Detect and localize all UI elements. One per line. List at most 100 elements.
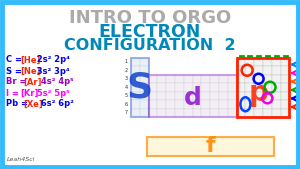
Text: Pb =: Pb = [6,100,31,108]
Bar [245,100,254,108]
Bar [175,83,184,91]
Bar [272,66,280,75]
Bar [201,75,210,83]
Text: 5s² 5p⁵: 5s² 5p⁵ [34,89,70,98]
Bar [158,108,166,117]
Bar [219,83,228,91]
Bar [272,57,280,66]
Bar [175,108,184,117]
Bar [245,75,254,83]
Bar [140,108,148,117]
Bar [263,75,272,83]
Bar [140,91,148,100]
Text: 3: 3 [124,76,128,81]
Text: [Ar]: [Ar] [23,78,42,87]
Text: 6: 6 [124,102,128,107]
Bar [210,91,219,100]
Bar [166,91,175,100]
Bar [263,57,272,66]
Bar [280,91,290,100]
Bar [263,91,272,100]
Bar [147,137,274,156]
Text: Leah4Sci: Leah4Sci [7,157,35,162]
Text: [Xe]: [Xe] [23,100,43,108]
Bar [210,83,219,91]
Bar [140,57,148,66]
Bar [201,83,210,91]
Bar [237,57,245,66]
Bar [158,100,166,108]
Text: 2s² 2p⁴: 2s² 2p⁴ [34,55,70,65]
Text: 5: 5 [124,93,128,98]
Bar [228,91,237,100]
Bar [280,108,290,117]
Bar [272,108,280,117]
Text: Br =: Br = [6,78,29,87]
Bar [254,91,263,100]
Bar [272,83,280,91]
Bar [263,108,272,117]
Bar [166,100,175,108]
Bar [193,75,201,83]
Text: 1: 1 [124,59,128,64]
Text: I =: I = [6,89,22,98]
Bar [148,108,158,117]
Text: [He]: [He] [20,55,40,65]
Text: f: f [206,137,215,156]
Bar [245,66,254,75]
Bar [131,108,140,117]
Bar [280,100,290,108]
Bar [158,75,166,83]
Bar [280,75,290,83]
Text: d: d [184,86,202,110]
Bar [175,100,184,108]
Bar [210,108,219,117]
Bar [158,91,166,100]
Bar [228,75,237,83]
Bar [219,108,228,117]
Bar [280,83,290,91]
Bar [254,75,263,83]
Bar [175,91,184,100]
Bar [237,75,245,83]
Bar [237,57,290,117]
Bar [140,66,148,75]
Bar [237,83,245,91]
Bar [219,91,228,100]
Bar [131,57,148,117]
Bar [201,91,210,100]
Bar [193,91,201,100]
Bar [166,108,175,117]
Bar [228,108,237,117]
Bar [140,100,148,108]
Bar [219,100,228,108]
Bar [166,75,175,83]
Bar [201,108,210,117]
Text: [Ne]: [Ne] [20,66,40,76]
Bar [201,100,210,108]
Bar [131,75,140,83]
Bar [228,83,237,91]
Bar [210,75,219,83]
Text: 4: 4 [124,85,128,90]
Bar [245,91,254,100]
Bar [148,83,158,91]
Bar [228,100,237,108]
Text: CONFIGURATION  2: CONFIGURATION 2 [64,38,236,53]
Text: 2: 2 [124,68,128,73]
Bar [237,66,245,75]
Text: 3s² 3p⁴: 3s² 3p⁴ [34,66,70,76]
Bar [254,57,263,66]
Bar [148,91,158,100]
Bar [280,66,290,75]
Bar [131,100,140,108]
Bar [272,75,280,83]
Bar [245,108,254,117]
Bar [263,100,272,108]
Text: p: p [249,79,268,107]
Bar [131,57,140,66]
Bar [237,100,245,108]
Bar [280,57,290,66]
Bar [272,100,280,108]
Text: [Kr]: [Kr] [20,89,38,98]
